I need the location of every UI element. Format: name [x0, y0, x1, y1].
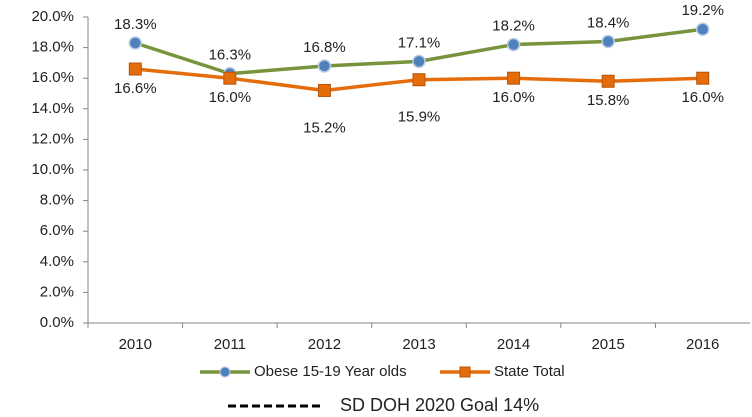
point [507, 71, 521, 85]
y-tick-label: 2.0% [40, 283, 74, 300]
data-label: 16.8% [303, 39, 346, 56]
data-label: 16.0% [681, 89, 724, 106]
y-tick-label: 18.0% [31, 39, 74, 56]
data-label: 16.0% [492, 89, 535, 106]
data-label: 15.8% [587, 92, 630, 109]
x-tick-label: 2012 [308, 336, 341, 353]
y-tick-label: 10.0% [31, 161, 74, 178]
data-label: 15.2% [303, 119, 346, 136]
x-tick-label: 2016 [686, 336, 719, 353]
x-tick-label: 2013 [402, 336, 435, 353]
data-label: 19.2% [681, 2, 724, 19]
point [317, 59, 332, 73]
legend-marker [219, 366, 231, 378]
x-tick-label: 2010 [119, 336, 152, 353]
data-label: 17.1% [398, 34, 441, 51]
point [506, 37, 521, 52]
legend-marker [459, 366, 471, 378]
point [695, 22, 710, 36]
data-label: 18.2% [492, 18, 535, 35]
x-tick-label: 2011 [214, 336, 246, 353]
point [412, 73, 426, 87]
y-tick-label: 14.0% [31, 100, 74, 117]
x-tick-label: 2015 [591, 336, 624, 353]
legend-label: State Total [494, 363, 565, 380]
data-label: 18.3% [114, 16, 157, 33]
point [223, 71, 237, 85]
y-tick-label: 16.0% [31, 69, 74, 86]
point [412, 54, 426, 69]
point [128, 62, 142, 76]
legend-label: Obese 15-19 Year olds [254, 363, 407, 380]
y-tick-label: 0.0% [40, 314, 74, 331]
point [317, 83, 331, 97]
y-tick-label: 20.0% [31, 8, 74, 25]
point [601, 74, 615, 88]
data-label: 15.9% [398, 109, 441, 126]
point [128, 36, 143, 50]
data-label: 16.0% [209, 89, 252, 106]
y-tick-label: 12.0% [31, 130, 74, 147]
data-label: 18.4% [587, 14, 630, 31]
point [601, 34, 615, 49]
data-label: 16.3% [209, 47, 252, 64]
y-tick-label: 8.0% [40, 192, 74, 209]
y-tick-label: 6.0% [40, 222, 74, 239]
data-label: 16.6% [114, 80, 157, 97]
point [696, 71, 710, 85]
y-tick-label: 4.0% [40, 253, 74, 270]
goal-legend: SD DOH 2020 Goal 14% [228, 395, 539, 415]
goal-label: SD DOH 2020 Goal 14% [340, 395, 539, 415]
x-tick-label: 2014 [497, 336, 530, 353]
